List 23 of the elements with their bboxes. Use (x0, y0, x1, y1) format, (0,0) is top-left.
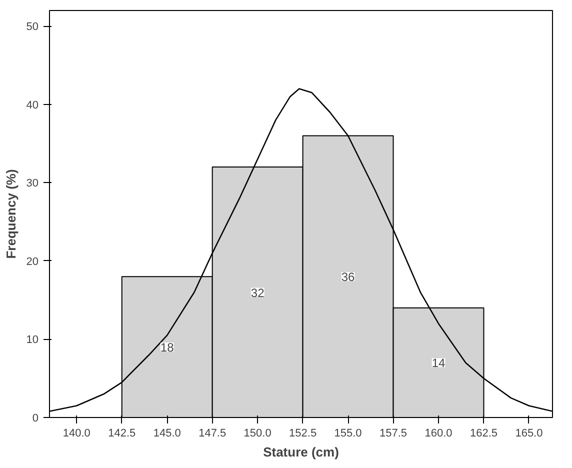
y-tick-label: 30 (26, 178, 39, 190)
data-label: 18 (160, 340, 174, 355)
x-tick-label: 160.0 (424, 428, 452, 440)
x-tick-label: 145.0 (153, 428, 181, 440)
x-tick-label: 165.0 (515, 428, 543, 440)
y-tick-label: 40 (26, 99, 39, 112)
x-axis-title: Stature (cm) (263, 444, 339, 460)
x-tick-label: 150.0 (244, 428, 272, 440)
x-tick-label: 147.5 (198, 428, 226, 440)
y-tick-label: 0 (32, 412, 39, 424)
y-tick-label: 20 (26, 256, 39, 268)
x-tick-label: 157.5 (380, 428, 408, 440)
x-tick-label: 162.5 (470, 428, 498, 440)
x-tick-label: 142.5 (108, 428, 136, 440)
y-tick-label: 50 (26, 21, 39, 34)
data-label: 36 (341, 270, 356, 284)
y-axis-title: Frequency (%) (3, 169, 18, 259)
x-tick-label: 152.5 (289, 428, 317, 440)
y-tick-label: 10 (26, 334, 39, 346)
x-tick-label: 140.0 (62, 428, 90, 440)
x-tick-label: 155.0 (334, 428, 362, 440)
data-label: 32 (250, 286, 265, 300)
data-label: 14 (432, 356, 446, 370)
